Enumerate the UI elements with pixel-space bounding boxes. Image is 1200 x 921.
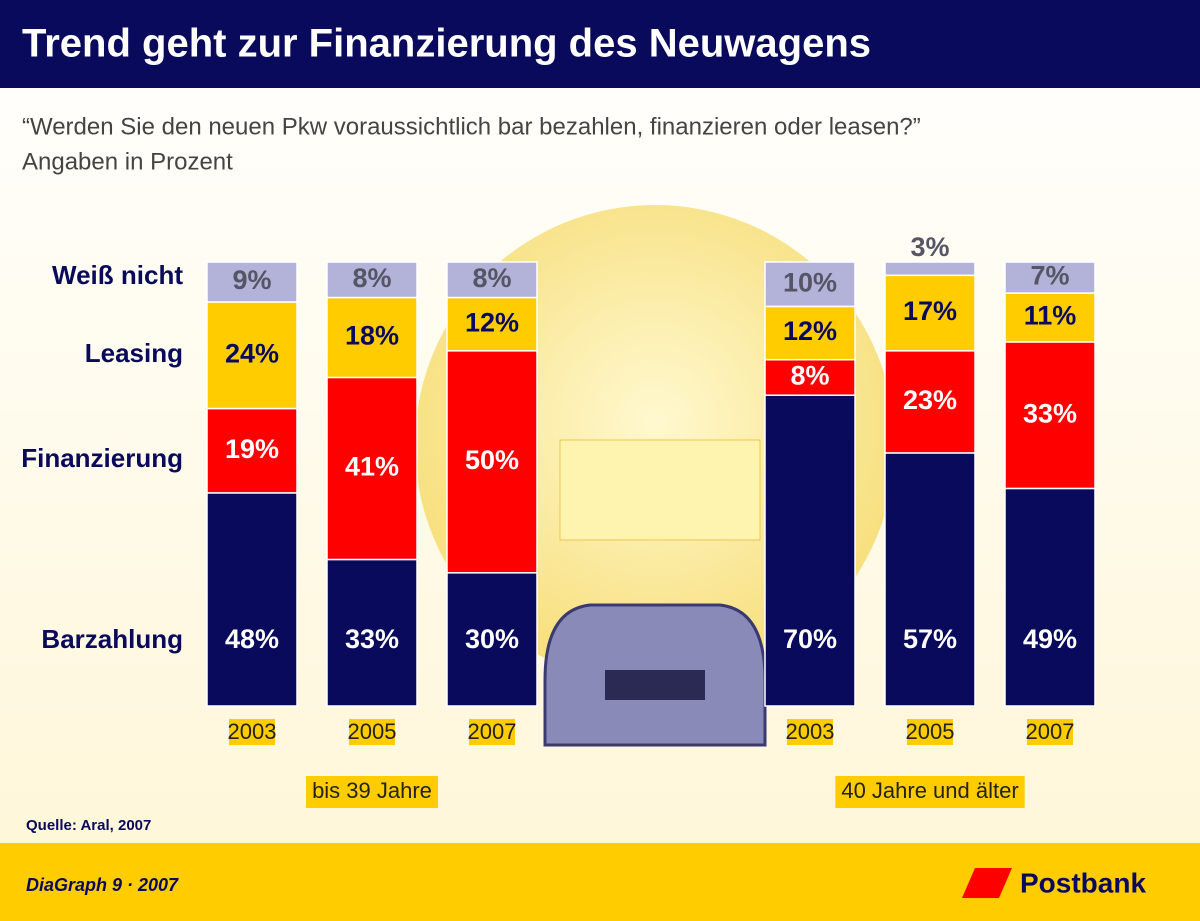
data-label: 17% — [903, 296, 957, 326]
data-label: 7% — [1030, 261, 1069, 291]
bar-segment — [326, 296, 418, 379]
bar-segment — [206, 261, 298, 303]
gate — [559, 439, 761, 541]
x-tick-label: 2007 — [468, 719, 517, 744]
year-box — [1027, 719, 1073, 745]
bar-segment — [1004, 292, 1096, 343]
data-label: 12% — [465, 307, 519, 337]
bar-segment — [446, 261, 538, 299]
legend-label: Leasing — [85, 338, 183, 368]
bar-segment — [764, 358, 856, 396]
data-label: 33% — [1023, 398, 1077, 428]
bar-segment — [764, 394, 856, 707]
legend-label: Weiß nicht — [52, 260, 183, 290]
data-label: 41% — [345, 452, 399, 482]
data-label: 8% — [790, 361, 829, 391]
chart-title: Trend geht zur Finanzierung des Neuwagen… — [22, 22, 871, 66]
data-label: 9% — [232, 265, 271, 295]
bar-segment — [1004, 341, 1096, 490]
x-tick-label: 2007 — [1026, 719, 1075, 744]
bar-segment — [1004, 261, 1096, 294]
data-label: 24% — [225, 338, 279, 368]
data-label: 12% — [783, 316, 837, 346]
data-label: 70% — [783, 624, 837, 654]
data-label: 57% — [903, 624, 957, 654]
brand-logo — [962, 868, 1012, 898]
x-tick-label: 2005 — [348, 719, 397, 744]
year-box — [229, 719, 275, 745]
brand: Postbank — [1020, 867, 1146, 898]
legend-label: Barzahlung — [41, 624, 183, 654]
x-tick-label: 2005 — [906, 719, 955, 744]
year-box — [787, 719, 833, 745]
data-label: 23% — [903, 385, 957, 415]
year-box — [349, 719, 395, 745]
bar-segment — [884, 452, 976, 707]
year-box — [907, 719, 953, 745]
bar-segment — [326, 376, 418, 561]
bar-segment — [446, 572, 538, 707]
data-label: 30% — [465, 624, 519, 654]
bar-segment — [446, 350, 538, 574]
data-label: 8% — [472, 263, 511, 293]
subtitle: “Werden Sie den neuen Pkw voraussichtlic… — [22, 113, 921, 140]
subtitle: Angaben in Prozent — [22, 148, 233, 175]
source: Quelle: Aral, 2007 — [26, 817, 151, 834]
bar-segment — [326, 261, 418, 299]
year-box — [469, 719, 515, 745]
data-label: 11% — [1024, 301, 1077, 331]
bar-segment — [764, 305, 856, 361]
data-label: 19% — [225, 434, 279, 464]
data-label: 33% — [345, 624, 399, 654]
title-bar — [0, 0, 1200, 88]
data-label: 49% — [1023, 624, 1077, 654]
footer-text: DiaGraph 9 · 2007 — [26, 875, 179, 895]
group-box — [306, 776, 438, 808]
group-label: 40 Jahre und älter — [841, 778, 1018, 803]
data-label: 8% — [352, 263, 391, 293]
bar-segment — [884, 350, 976, 454]
data-label: 48% — [225, 624, 279, 654]
car-grille — [605, 670, 705, 700]
bar-segment — [764, 261, 856, 308]
bar-segment — [326, 558, 418, 707]
data-label: 18% — [345, 321, 399, 351]
x-tick-label: 2003 — [786, 719, 835, 744]
bar-segment — [884, 261, 976, 277]
legend-label: Finanzierung — [21, 443, 183, 473]
data-label: 10% — [783, 267, 837, 297]
data-label: 50% — [465, 445, 519, 475]
x-tick-label: 2003 — [228, 719, 277, 744]
data-label: 3% — [910, 232, 949, 262]
bar-segment — [1004, 487, 1096, 707]
bar-segment — [206, 492, 298, 707]
group-label: bis 39 Jahre — [312, 778, 432, 803]
group-box — [835, 776, 1025, 808]
